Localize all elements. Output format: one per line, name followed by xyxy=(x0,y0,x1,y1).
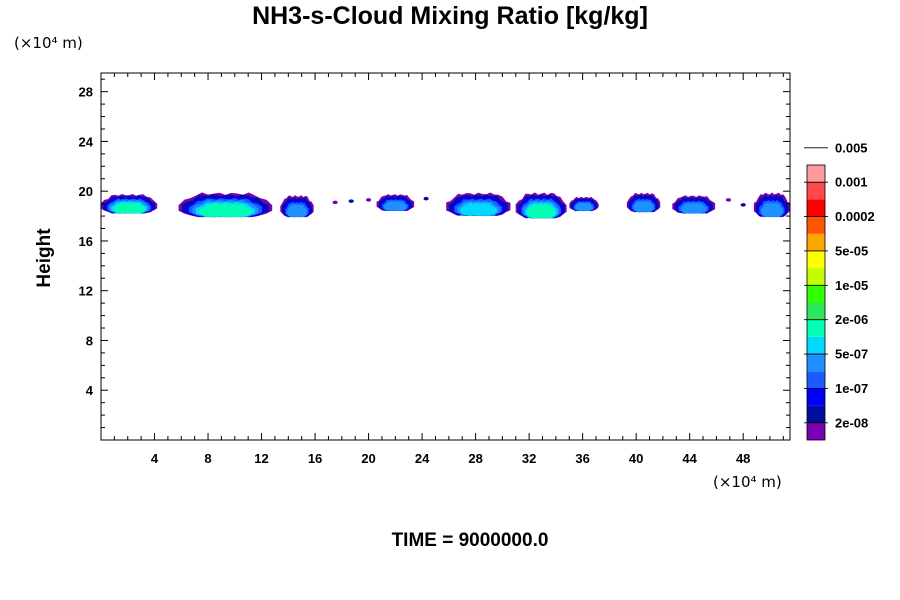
cloud-patch xyxy=(515,192,567,219)
x-tick-label: 28 xyxy=(468,451,482,466)
cloud-contour xyxy=(384,200,407,212)
cloud-speck xyxy=(332,200,338,205)
cloud-patch xyxy=(178,192,273,218)
cloud-contour xyxy=(459,202,497,216)
cloud-patch xyxy=(626,192,661,213)
colorbar-swatch xyxy=(807,302,825,320)
x-tick-label: 32 xyxy=(522,451,536,466)
colorbar-swatch xyxy=(807,250,825,269)
cloud-patch xyxy=(101,194,158,214)
plot-frame xyxy=(100,72,791,441)
colorbar-label: 5e-05 xyxy=(835,243,868,258)
colorbar-swatch xyxy=(807,371,825,389)
x-tick-label: 24 xyxy=(415,451,430,466)
cloud-patch xyxy=(280,195,314,218)
y-axis-unit: (×10⁴ m) xyxy=(14,34,83,52)
cloud-patch xyxy=(753,192,790,218)
colorbar-swatch xyxy=(807,354,825,372)
cloud-contour xyxy=(199,203,252,218)
colorbar-swatch xyxy=(807,405,825,423)
plot-background xyxy=(101,73,790,440)
cloud-patch xyxy=(446,192,511,216)
plot-area xyxy=(101,73,790,440)
colorbar-swatch xyxy=(807,422,825,440)
x-tick-label: 4 xyxy=(151,451,159,466)
cloud-contour xyxy=(633,200,654,213)
x-tick-label: 16 xyxy=(308,451,322,466)
time-label: TIME = 9000000.0 xyxy=(391,530,549,551)
y-tick-label: 4 xyxy=(86,383,94,398)
x-tick-label: 44 xyxy=(682,451,697,466)
colorbar-swatch xyxy=(807,199,825,217)
x-tick-label: 48 xyxy=(736,451,750,466)
chart-title: NH3-s-Cloud Mixing Ratio [kg/kg] xyxy=(252,2,648,30)
y-tick-label: 24 xyxy=(79,134,94,149)
cloud-contour xyxy=(287,204,307,218)
colorbar: 2e-08 1e-07 5e-07 2e-06 1e-05 5e-05 0.0002 0.00… xyxy=(804,140,875,441)
y-tick-label: 20 xyxy=(79,184,93,199)
cloud-speck xyxy=(725,198,732,202)
cloud-patch xyxy=(376,194,415,212)
y-tick-label: 12 xyxy=(79,284,93,299)
x-tick-label: 40 xyxy=(629,451,643,466)
x-tick-label: 12 xyxy=(254,451,268,466)
cloud-patch xyxy=(569,196,599,212)
colorbar-label: 5e-07 xyxy=(835,347,868,362)
y-tick-label: 8 xyxy=(86,333,93,348)
colorbar-label: 0.005 xyxy=(835,140,868,155)
colorbar-swatch xyxy=(807,182,825,200)
cloud-contour xyxy=(113,202,145,214)
y-tick-label: 16 xyxy=(79,234,93,249)
cloud-contour xyxy=(575,202,593,212)
cloud-speck xyxy=(423,196,429,201)
colorbar-label: 1e-05 xyxy=(835,278,868,293)
colorbar-swatch xyxy=(807,216,825,234)
colorbar-label: 0.0002 xyxy=(835,209,875,224)
colorbar-swatch xyxy=(807,233,825,251)
colorbar-swatch xyxy=(807,336,825,355)
colorbar-label: 2e-06 xyxy=(835,312,868,327)
colorbar-swatch xyxy=(807,268,825,286)
cloud-contour xyxy=(680,202,707,214)
colorbar-swatch xyxy=(807,388,825,406)
cloud-speck xyxy=(365,198,372,202)
colorbar-frame xyxy=(806,164,826,441)
colorbar-swatch xyxy=(807,285,825,303)
x-axis-unit: (×10⁴ m) xyxy=(713,473,782,491)
x-tick-label: 20 xyxy=(361,451,375,466)
y-tick-label: 28 xyxy=(79,85,93,100)
colorbar-swatch xyxy=(807,165,825,183)
cloud-speck xyxy=(740,203,746,207)
y-axis-label: Height xyxy=(34,228,55,288)
colorbar-label: 0.001 xyxy=(835,175,868,190)
x-tick-label: 8 xyxy=(204,451,211,466)
cloud-contour xyxy=(526,203,556,219)
colorbar-swatch xyxy=(807,319,825,337)
cloud-contour xyxy=(761,202,783,218)
x-tick-label: 36 xyxy=(575,451,589,466)
colorbar-label: 1e-07 xyxy=(835,381,868,396)
cloud-patch xyxy=(672,195,716,214)
colorbar-label: 2e-08 xyxy=(835,415,868,430)
cloud-speck xyxy=(348,199,354,203)
